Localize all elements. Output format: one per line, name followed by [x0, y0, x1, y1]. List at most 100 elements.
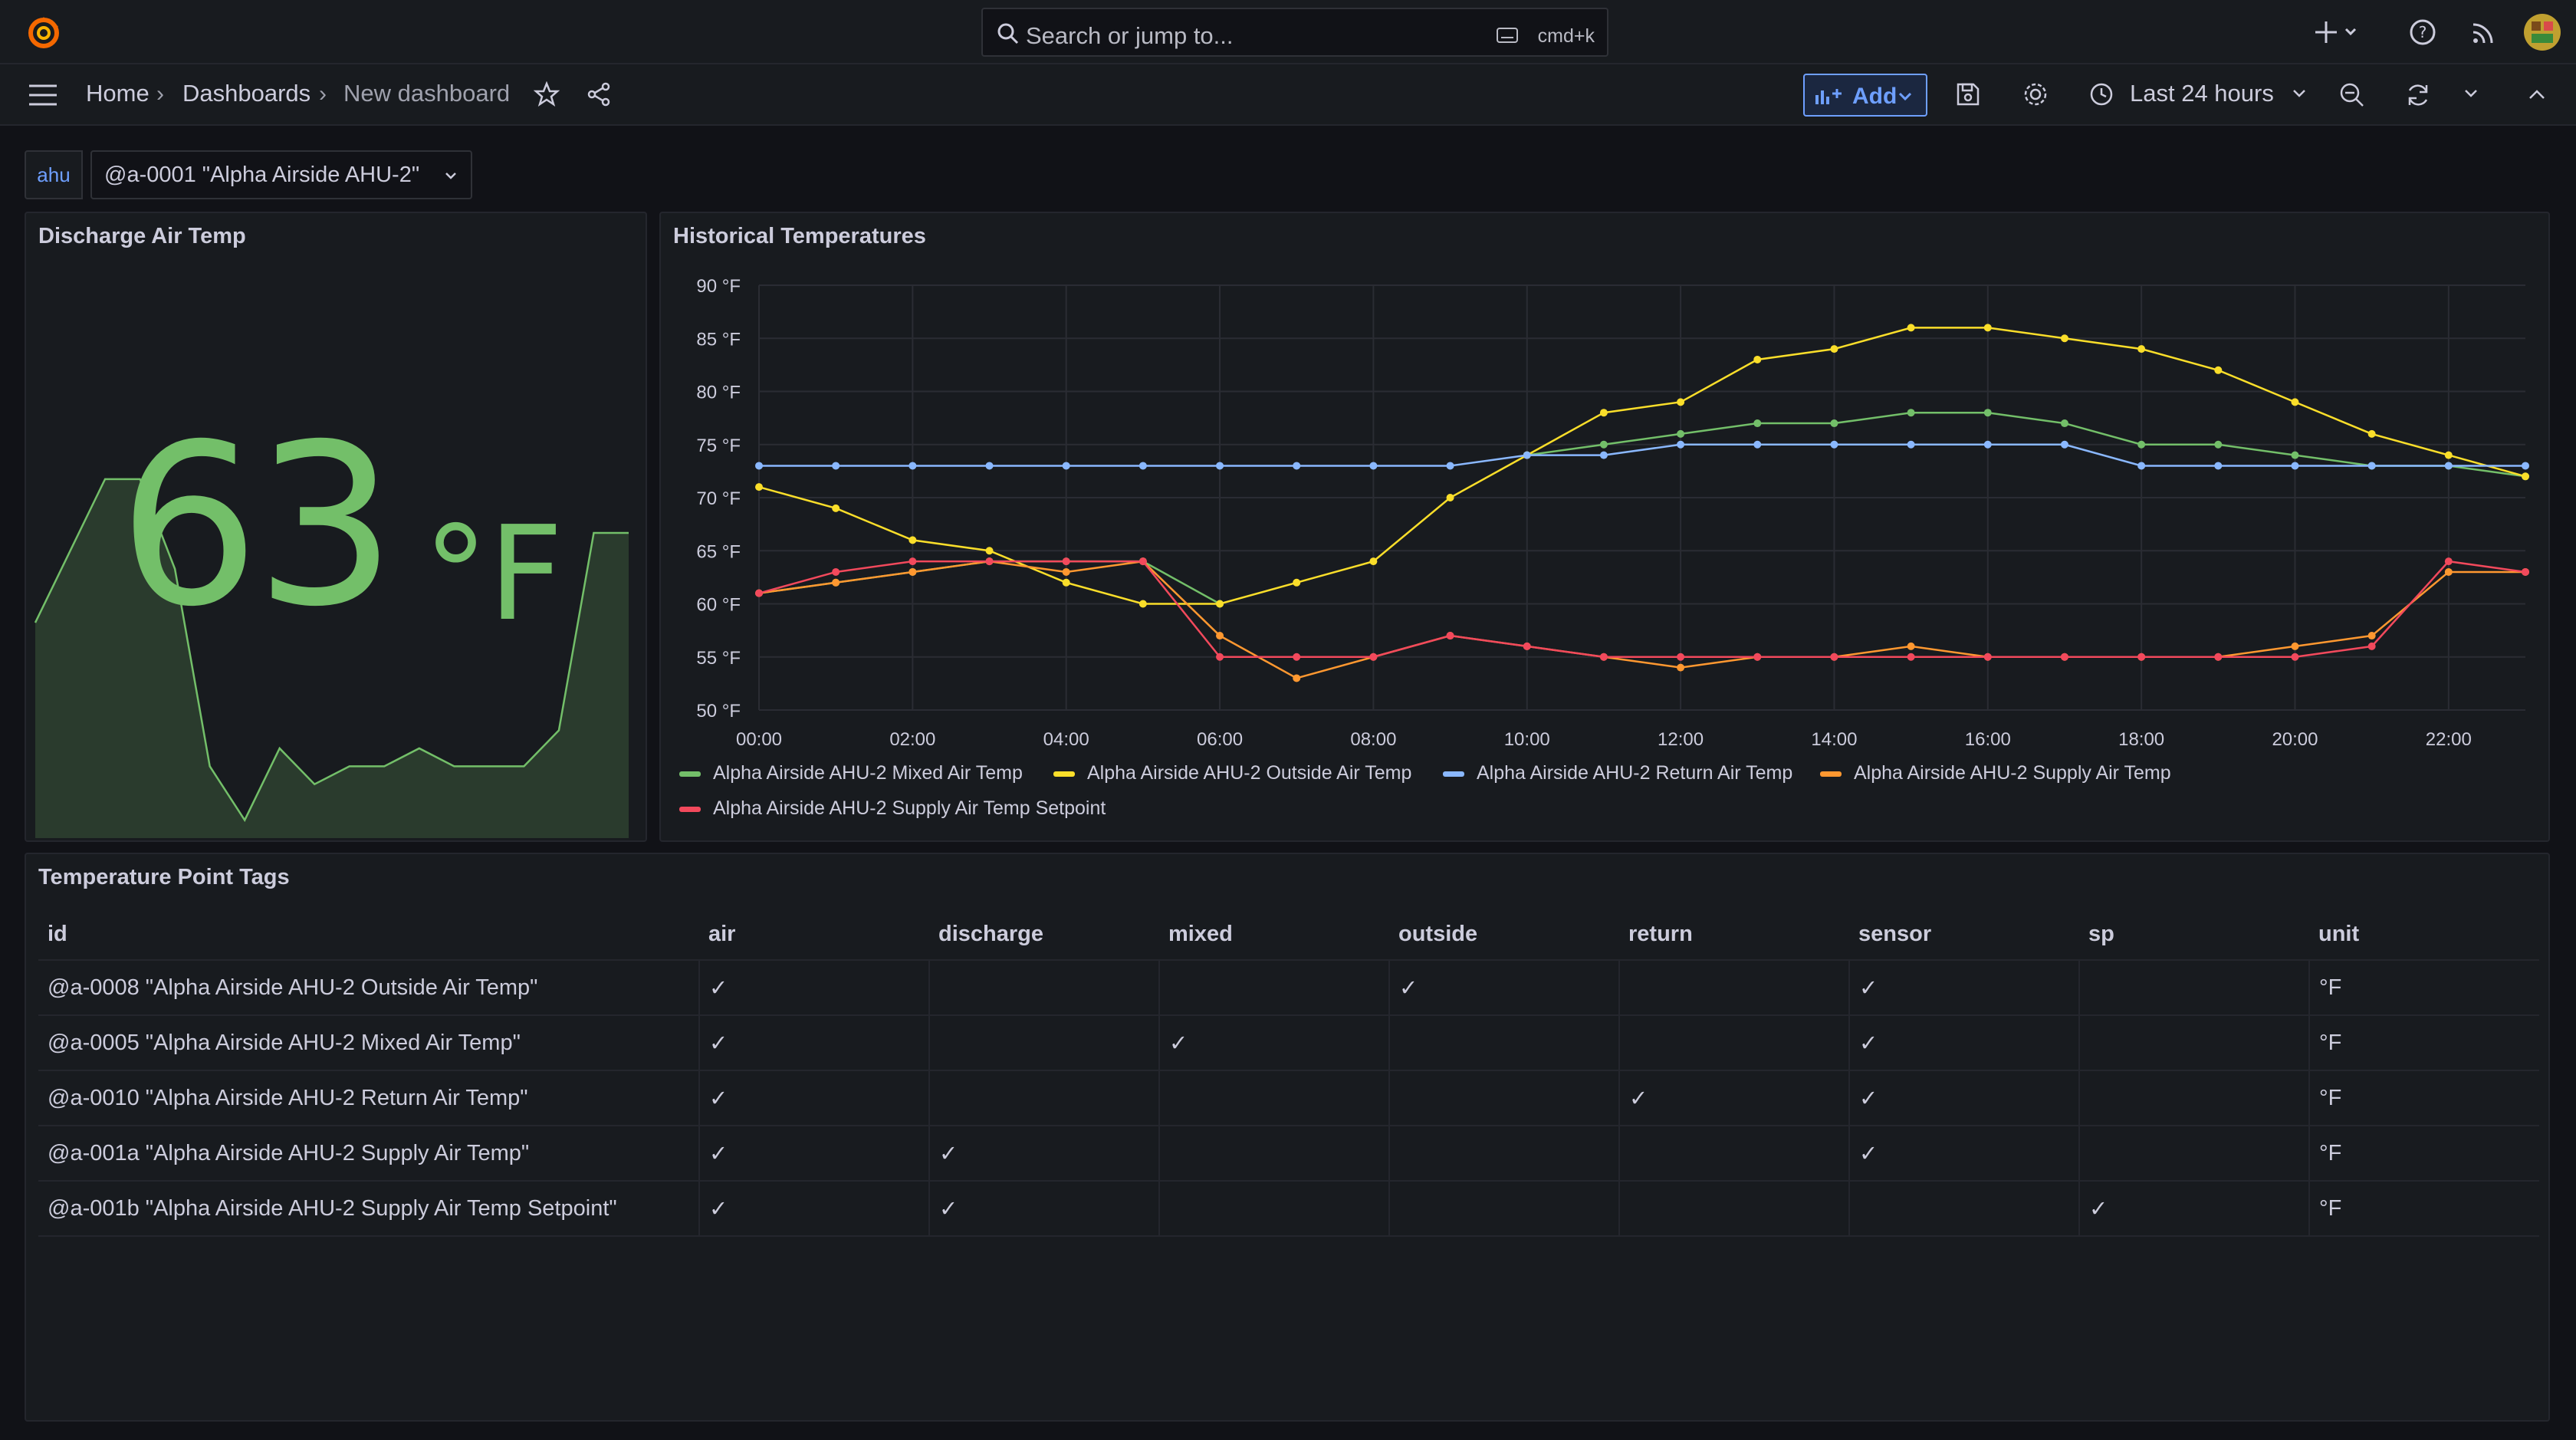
legend-label: Alpha Airside AHU-2 Outside Air Temp [1087, 762, 1412, 784]
breadcrumb-separator: › [156, 81, 164, 107]
settings-gear-icon[interactable] [2021, 80, 2050, 109]
add-button-label: Add [1852, 84, 1898, 109]
series-1[interactable] [755, 324, 2529, 608]
x-tick-label: 02:00 [889, 729, 935, 750]
column-header-return[interactable]: return [1619, 909, 1849, 961]
cell-discharge [929, 1070, 1160, 1126]
series-0[interactable] [755, 409, 2529, 608]
data-point [2291, 462, 2299, 470]
data-point [1677, 398, 1685, 406]
column-header-sensor[interactable]: sensor [1849, 909, 2079, 961]
series-2[interactable] [755, 440, 2529, 470]
series-line [758, 327, 2526, 605]
time-range-picker[interactable]: Last 24 hours [2130, 80, 2274, 107]
plus-icon[interactable] [2315, 17, 2361, 48]
add-button[interactable]: Add [1803, 74, 1927, 117]
series-line [758, 560, 2526, 658]
data-point [2291, 451, 2299, 459]
data-point [909, 462, 917, 470]
cell-air: ✓ [699, 1126, 930, 1182]
dashboard-nav-bar: Home › Dashboards › New dashboard Add La… [0, 64, 2576, 126]
data-point [1062, 578, 1070, 587]
table-row: @a-0010 "Alpha Airside AHU-2 Return Air … [38, 1070, 2539, 1126]
cell-id: @a-0005 "Alpha Airside AHU-2 Mixed Air T… [38, 1015, 700, 1071]
chevron-up-icon[interactable] [2528, 89, 2545, 100]
cell-sp [2079, 1126, 2310, 1182]
series-3[interactable] [755, 557, 2529, 682]
cell-return [1619, 1181, 1850, 1237]
column-header-id[interactable]: id [38, 909, 699, 961]
cell-sp [2079, 960, 2310, 1016]
column-header-unit[interactable]: unit [2309, 909, 2539, 961]
cell-mixed: ✓ [1159, 1015, 1390, 1071]
breadcrumb-dashboards[interactable]: Dashboards [182, 80, 311, 107]
data-point [1983, 440, 1992, 449]
data-point [832, 504, 840, 512]
data-point [909, 536, 917, 544]
svg-text:?: ? [2419, 23, 2427, 41]
share-icon[interactable] [586, 81, 612, 107]
data-point [1062, 462, 1070, 470]
x-tick-label: 16:00 [1965, 729, 2011, 750]
column-header-mixed[interactable]: mixed [1159, 909, 1389, 961]
cell-discharge: ✓ [929, 1181, 1160, 1237]
x-tick-label: 22:00 [2426, 729, 2472, 750]
data-point [985, 557, 994, 566]
data-point [1446, 494, 1454, 501]
search-icon [997, 23, 1019, 44]
discharge-air-temp-panel: Discharge Air Temp 63 °F [25, 212, 647, 842]
data-point [755, 483, 763, 492]
zoom-out-icon[interactable] [2338, 81, 2366, 109]
data-point [909, 567, 917, 576]
cell-outside [1389, 1070, 1620, 1126]
star-icon[interactable] [534, 81, 560, 107]
breadcrumb-home[interactable]: Home [86, 80, 150, 107]
data-point [1293, 462, 1301, 470]
data-point [2060, 334, 2068, 343]
data-point [1599, 440, 1608, 449]
legend-label: Alpha Airside AHU-2 Return Air Temp [1477, 762, 1793, 784]
cell-mixed [1159, 1070, 1390, 1126]
data-point [1523, 451, 1531, 459]
clock-icon[interactable] [2088, 81, 2114, 107]
user-avatar[interactable] [2524, 14, 2561, 51]
y-tick-label: 80 °F [696, 383, 741, 403]
refresh-icon[interactable] [2404, 81, 2432, 109]
cell-return: ✓ [1619, 1070, 1850, 1126]
stat-value: 63 [118, 397, 396, 656]
grafana-logo-icon[interactable] [26, 15, 61, 51]
column-header-outside[interactable]: outside [1389, 909, 1619, 961]
table-header-row: id air discharge mixed outside return se… [38, 909, 2539, 961]
column-header-air[interactable]: air [699, 909, 929, 961]
data-point [1983, 653, 1992, 661]
data-point [1830, 440, 1838, 449]
chevron-down-icon[interactable] [2292, 89, 2306, 98]
cell-air: ✓ [699, 1070, 930, 1126]
data-point [1983, 409, 1992, 417]
data-point [2367, 462, 2376, 470]
data-point [2291, 642, 2299, 650]
menu-icon[interactable] [28, 83, 58, 107]
column-header-sp[interactable]: sp [2079, 909, 2309, 961]
cell-id: @a-0008 "Alpha Airside AHU-2 Outside Air… [38, 960, 700, 1016]
column-header-discharge[interactable]: discharge [929, 909, 1159, 961]
news-feed-icon[interactable] [2469, 17, 2499, 48]
cell-sp [2079, 1070, 2310, 1126]
help-icon[interactable]: ? [2407, 17, 2438, 48]
stat-unit: °F [423, 498, 564, 650]
series-4[interactable] [755, 557, 2529, 661]
save-icon[interactable] [1955, 81, 1981, 107]
data-point [2060, 440, 2068, 449]
data-point [1216, 653, 1224, 661]
cell-sp: ✓ [2079, 1181, 2310, 1237]
table-row: @a-0008 "Alpha Airside AHU-2 Outside Air… [38, 960, 2539, 1016]
cell-discharge: ✓ [929, 1126, 1160, 1182]
cell-id: @a-0010 "Alpha Airside AHU-2 Return Air … [38, 1070, 700, 1126]
data-point [2367, 642, 2376, 650]
x-tick-label: 04:00 [1043, 729, 1089, 750]
temperature-line-chart[interactable]: 50 °F 55 °F 60 °F 65 °F 70 °F 75 °F 80 °F 85 °F… [661, 213, 2550, 842]
cell-return [1619, 1126, 1850, 1182]
variable-select[interactable]: @a-0001 "Alpha Airside AHU-2" [90, 150, 472, 199]
search-bar[interactable]: Search or jump to... cmd+k [981, 8, 1608, 57]
chevron-down-icon[interactable] [2464, 89, 2478, 98]
